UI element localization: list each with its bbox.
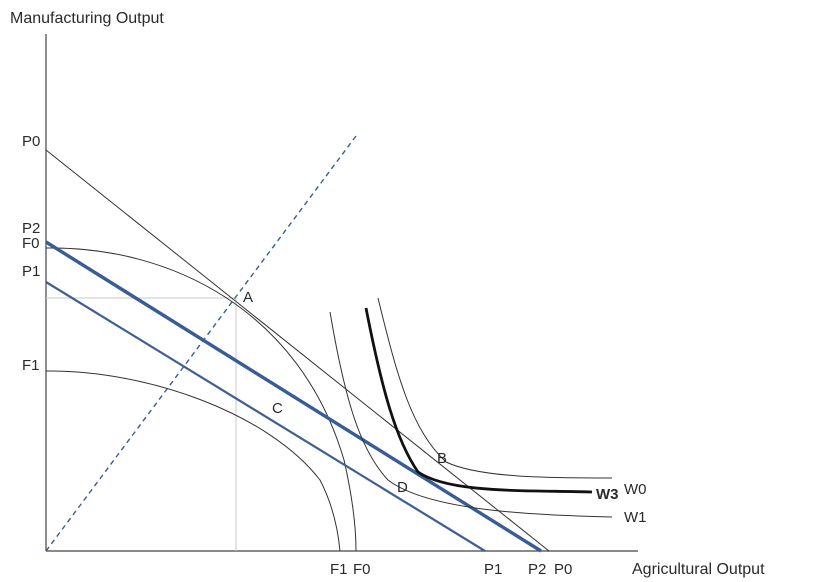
label-y-f1: F1 (22, 357, 40, 374)
price-line-p1 (45, 281, 486, 552)
label-y-p0: P0 (22, 133, 40, 150)
axis-title-x: Agricultural Output (632, 561, 765, 578)
label-y-f0: F0 (22, 235, 40, 252)
label-x-f0: F0 (353, 561, 371, 578)
price-line-p2 (45, 240, 542, 553)
label-x-f1: F1 (330, 561, 348, 578)
label-x-p2: P2 (528, 561, 546, 578)
point-d: D (397, 479, 408, 496)
label-x-p1: P1 (484, 561, 502, 578)
label-w0: W0 (624, 481, 647, 498)
point-c: C (272, 400, 283, 417)
price-line-p0 (45, 149, 550, 552)
label-w1: W1 (624, 509, 647, 526)
label-y-p2: P2 (22, 220, 40, 237)
axis-title-y: Manufacturing Output (10, 10, 164, 27)
indifference-curve-w0 (377, 297, 613, 479)
label-y-p1: P1 (22, 263, 40, 280)
ppf-f0 (45, 247, 357, 552)
ppf-f1 (45, 370, 341, 552)
label-x-p0: P0 (554, 561, 572, 578)
point-a: A (243, 289, 253, 306)
indifference-curve-w1 (329, 311, 613, 518)
dashed-ray (45, 135, 357, 552)
point-b: B (437, 450, 447, 467)
indifference-curve-w3 (364, 307, 593, 494)
label-w3: W3 (596, 486, 619, 503)
